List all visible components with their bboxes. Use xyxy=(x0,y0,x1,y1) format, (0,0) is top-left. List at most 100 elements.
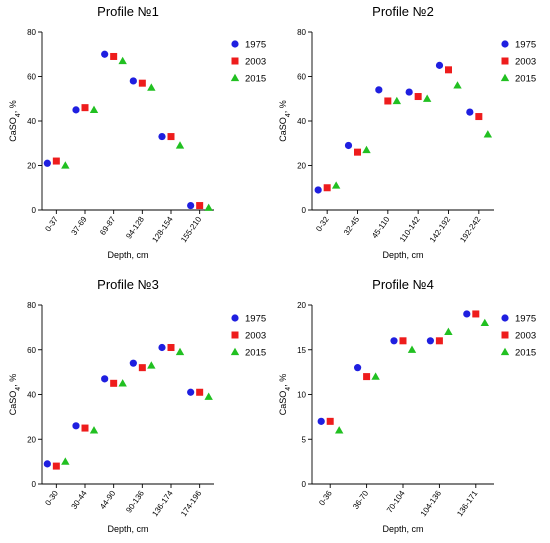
data-point xyxy=(314,186,322,194)
data-point xyxy=(392,96,402,105)
legend-label: 2003 xyxy=(515,57,536,68)
series-1975 xyxy=(314,61,474,194)
data-point xyxy=(175,347,185,356)
y-tick-label: 20 xyxy=(297,301,306,310)
legend-label: 2003 xyxy=(515,331,536,342)
data-point xyxy=(331,181,341,189)
legend-label: 2015 xyxy=(515,74,536,85)
legend: 1975 2003 2015 xyxy=(500,40,536,85)
data-point xyxy=(61,161,70,169)
legend-label: 1975 xyxy=(245,40,266,51)
series-2015 xyxy=(331,81,493,189)
x-tick-label: 136-171 xyxy=(455,489,480,519)
data-point xyxy=(317,417,325,425)
legend: 1975 2003 2015 xyxy=(230,314,266,359)
y-axis-label: CaSO4, % xyxy=(278,374,292,415)
chart-title: Profile №4 xyxy=(372,277,434,292)
legend-marker-2003 xyxy=(231,57,239,65)
data-point xyxy=(399,337,407,345)
x-tick-label: 142-192 xyxy=(428,215,453,245)
data-point xyxy=(483,130,493,138)
data-point xyxy=(444,327,453,335)
data-point xyxy=(326,417,334,425)
y-tick-label: 20 xyxy=(27,435,36,444)
data-point xyxy=(81,424,89,432)
legend-label: 2003 xyxy=(245,331,266,342)
y-tick-label: 60 xyxy=(297,73,306,82)
data-point xyxy=(89,105,99,114)
y-tick-label: 5 xyxy=(302,435,307,444)
x-tick-label: 174-196 xyxy=(179,489,204,519)
data-point xyxy=(89,426,99,434)
data-point xyxy=(118,56,127,65)
x-tick-label: 128-154 xyxy=(150,215,175,245)
y-axis-label-tail: , % xyxy=(8,374,18,387)
x-tick-label: 136-174 xyxy=(150,489,175,519)
data-point xyxy=(167,133,175,141)
data-point xyxy=(187,388,195,396)
data-point xyxy=(43,460,51,468)
data-point xyxy=(390,337,398,345)
legend-marker-2015 xyxy=(500,347,510,356)
data-point xyxy=(101,375,109,383)
data-point xyxy=(118,379,127,387)
data-point xyxy=(371,372,380,380)
x-axis-label: Depth, cm xyxy=(107,524,148,534)
data-point xyxy=(344,141,353,150)
data-point xyxy=(158,132,166,141)
y-axis-label-tail: , % xyxy=(278,100,288,113)
x-tick-label: 37-69 xyxy=(70,215,89,237)
legend-label: 2015 xyxy=(245,348,266,359)
y-axis-label-main: CaSO xyxy=(278,391,288,416)
chart-panel-4: Profile №4 0 5 10 15 20 0-36 36-70 70-104 104-136… xyxy=(278,277,536,534)
data-point xyxy=(204,392,213,400)
y-tick-label: 0 xyxy=(32,480,37,489)
chart-panel-2: Profile №2 0 20 40 60 80 0-32 32-45 45-110 110-14… xyxy=(278,4,536,260)
data-point xyxy=(407,345,417,353)
data-point xyxy=(43,159,51,167)
legend-marker-2003 xyxy=(501,331,509,339)
y-axis-label-sub: 4 xyxy=(285,387,292,391)
x-tick-label: 45-110 xyxy=(370,215,392,241)
data-point xyxy=(363,373,371,381)
series-1975 xyxy=(43,50,195,210)
series-2003 xyxy=(52,52,204,210)
y-tick-label: 80 xyxy=(27,28,36,37)
legend-marker-2003 xyxy=(501,57,509,65)
y-tick-label: 40 xyxy=(27,391,36,400)
y-axis-label-tail: , % xyxy=(8,100,18,113)
data-point xyxy=(463,310,471,318)
series-1975 xyxy=(43,343,195,468)
y-axis-label: CaSO4, % xyxy=(8,374,22,415)
y-tick-label: 10 xyxy=(297,391,306,400)
y-tick-label: 0 xyxy=(302,480,307,489)
data-point xyxy=(129,77,137,85)
x-tick-label: 0-37 xyxy=(43,215,60,234)
legend-label: 2015 xyxy=(515,348,536,359)
y-tick-label: 40 xyxy=(297,117,306,126)
y-tick-label: 40 xyxy=(27,117,36,126)
x-tick-label: 44-90 xyxy=(98,489,117,511)
series-2015 xyxy=(61,56,213,211)
y-axis-label-sub: 4 xyxy=(15,113,22,117)
y-tick-label: 80 xyxy=(297,28,306,37)
chart-title: Profile №1 xyxy=(97,4,159,19)
data-point xyxy=(414,93,422,101)
data-point xyxy=(196,202,204,210)
y-tick-label: 20 xyxy=(27,162,36,171)
y-axis-label-main: CaSO xyxy=(8,391,18,416)
data-point xyxy=(52,157,60,165)
legend-label: 1975 xyxy=(515,40,536,51)
data-point xyxy=(110,52,118,60)
data-point xyxy=(466,108,474,116)
y-tick-label: 0 xyxy=(302,206,307,215)
x-tick-label: 110-142 xyxy=(398,215,422,244)
x-tick-label: 36-70 xyxy=(351,489,370,511)
data-point xyxy=(81,104,89,112)
y-tick-label: 60 xyxy=(27,73,36,82)
series-2015 xyxy=(61,347,213,465)
